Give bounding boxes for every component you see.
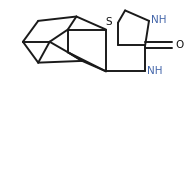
Text: NH: NH [147,66,163,76]
Text: NH: NH [151,15,167,25]
Text: S: S [106,17,112,27]
Text: O: O [175,40,184,50]
